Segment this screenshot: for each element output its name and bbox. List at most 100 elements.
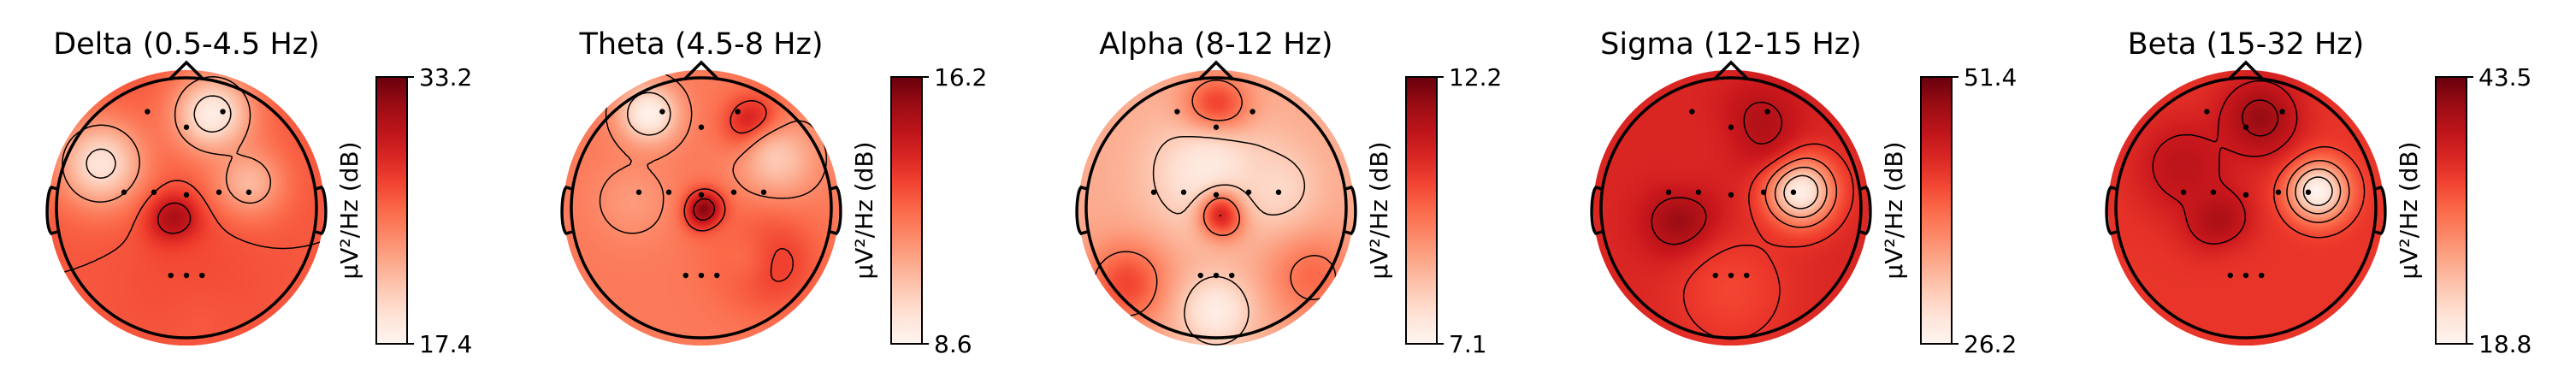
sensor-marker [730, 189, 737, 195]
sensor-marker [199, 272, 205, 279]
right-ear [315, 186, 328, 235]
sensor-marker [2242, 272, 2249, 279]
topomap-heatmap [2107, 69, 2384, 346]
colorbar-label: µV²/Hz (dB) [335, 141, 363, 279]
sensor-marker [698, 124, 705, 130]
head-outline [55, 76, 318, 340]
sensor-marker [1764, 109, 1770, 115]
topomap-panel: Beta (15-32 Hz) 43.5 18.8 µV²/Hz (dB) [2105, 27, 2532, 358]
sensor-marker [2227, 272, 2233, 279]
nose [2227, 60, 2265, 81]
sensor-marker [220, 109, 226, 115]
panel-title: Theta (4.5-8 Hz) [578, 27, 823, 62]
sensor-marker [1213, 124, 1220, 130]
colorbar [2435, 76, 2467, 345]
sensor-marker [1180, 189, 1187, 195]
topomap-panel: Sigma (12-15 Hz) 51.4 26.2 µV²/Hz (dB) [1590, 27, 2017, 358]
sensor-marker [1728, 272, 1734, 279]
sensor-marker [2242, 124, 2249, 130]
colorbar-max-label: 51.4 [1964, 63, 2017, 92]
sensor-marker [1728, 124, 1734, 130]
sensor-marker [151, 189, 157, 195]
sensor-marker [1712, 272, 1718, 279]
colorbar [890, 76, 923, 345]
sensor-marker [1689, 109, 1695, 115]
colorbar-min-label: 18.8 [2479, 330, 2532, 358]
sensor-marker [183, 272, 190, 279]
topomap-panel: Alpha (8-12 Hz) 12.2 7.1 µV²/Hz (dB) [1075, 27, 1502, 358]
colorbar-max-label: 43.5 [2479, 63, 2532, 92]
left-ear [560, 186, 573, 235]
sensor-marker [1213, 192, 1220, 198]
sensor-marker [2204, 109, 2210, 115]
nose [1197, 60, 1235, 81]
left-ear [2105, 186, 2118, 235]
sensor-marker [698, 272, 705, 279]
contour-lines [1651, 101, 1854, 340]
colorbar-max-label: 16.2 [934, 63, 987, 92]
sensor-marker [2279, 109, 2285, 115]
colorbar [1920, 76, 1953, 345]
sensor-marker [1760, 189, 1767, 195]
sensor-marker [2242, 192, 2249, 198]
right-ear [1859, 186, 1872, 235]
colorbar-min-label: 26.2 [1964, 330, 2017, 358]
panel-title: Delta (0.5-4.5 Hz) [53, 27, 320, 62]
sensor-marker [2259, 272, 2265, 279]
sensor-marker [1229, 272, 1235, 279]
sensor-marker [2305, 189, 2312, 195]
sensor-marker [635, 189, 642, 195]
topomap-panel: Theta (4.5-8 Hz) 16.2 8.6 µV²/Hz (dB) [560, 27, 987, 358]
sensor-marker [1695, 189, 1702, 195]
sensor-marker [1250, 109, 1256, 115]
right-ear [2374, 186, 2387, 235]
sensor-marker [183, 192, 190, 198]
nose [168, 60, 205, 81]
sensor-marker [698, 192, 705, 198]
colorbar-label: µV²/Hz (dB) [2395, 141, 2423, 279]
sensor-marker [2210, 189, 2217, 195]
head-outline [1599, 76, 1863, 340]
colorbar-max-label: 33.2 [419, 63, 472, 92]
sensor-marker [1275, 189, 1282, 195]
head-outline [570, 76, 833, 340]
nose [1712, 60, 1750, 81]
sensor-marker [714, 272, 720, 279]
sensor-marker [735, 109, 741, 115]
colorbar-min-label: 7.1 [1449, 330, 1487, 358]
sensor-marker [121, 189, 127, 195]
colorbar-max-label: 12.2 [1449, 63, 1502, 92]
left-ear [1590, 186, 1603, 235]
nose [682, 60, 720, 81]
sensor-marker [760, 189, 767, 195]
left-ear [1075, 186, 1088, 235]
panel-title: Beta (15-32 Hz) [2128, 27, 2365, 62]
sensor-marker [1174, 109, 1180, 115]
sensor-marker [216, 189, 222, 195]
colorbar [375, 76, 408, 345]
sensor-marker [1150, 189, 1157, 195]
colorbar-min-label: 8.6 [934, 330, 972, 358]
sensor-marker [665, 189, 672, 195]
sensor-marker [183, 124, 190, 130]
topomap-heatmap [1078, 69, 1355, 346]
left-ear [45, 186, 58, 235]
colorbar [1405, 76, 1438, 345]
sensor-marker [145, 109, 151, 115]
sensor-marker [1197, 272, 1203, 279]
sensor-marker [2275, 189, 2282, 195]
right-ear [1344, 186, 1357, 235]
colorbar-label: µV²/Hz (dB) [1880, 141, 1908, 279]
panel-title: Sigma (12-15 Hz) [1600, 27, 1862, 62]
sensor-marker [1665, 189, 1672, 195]
sensor-marker [2180, 189, 2187, 195]
head-outline [1084, 76, 1348, 340]
colorbar-label: µV²/Hz (dB) [1365, 141, 1393, 279]
sensor-marker [1790, 189, 1797, 195]
sensor-marker [1744, 272, 1750, 279]
head-outline [2114, 76, 2378, 340]
topomap-heatmap [563, 69, 840, 346]
sensor-marker [1728, 192, 1734, 198]
sensor-marker [168, 272, 174, 279]
